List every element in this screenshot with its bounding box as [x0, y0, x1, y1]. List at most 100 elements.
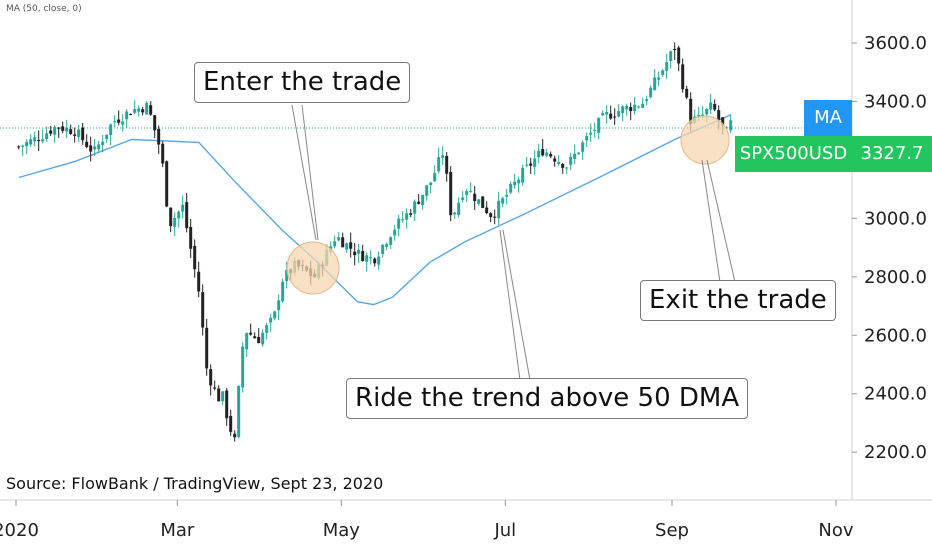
- candle-body: [665, 62, 669, 71]
- candle-body: [77, 129, 81, 137]
- candle-body: [713, 103, 717, 110]
- time-tick-label: Nov: [818, 520, 853, 541]
- candle-body: [69, 129, 73, 134]
- candle-body: [525, 164, 529, 166]
- exit-pointer-line-2: [706, 159, 736, 283]
- candle-body: [641, 103, 645, 108]
- candle-body: [561, 164, 565, 168]
- candle-body: [225, 390, 229, 419]
- candle-body: [521, 167, 525, 183]
- candle-body: [273, 311, 277, 319]
- candle-body: [613, 116, 617, 118]
- candle-body: [165, 161, 169, 207]
- candle-body: [493, 216, 497, 218]
- candle-body: [233, 433, 237, 438]
- candle-body: [193, 245, 197, 270]
- price-tick-label: 2600.0: [864, 325, 927, 346]
- candle-body: [477, 199, 481, 204]
- time-tick-label: Jul: [493, 520, 516, 541]
- source-caption: Source: FlowBank / TradingView, Sept 23,…: [6, 474, 384, 493]
- candle-body: [277, 300, 281, 311]
- candle-body: [513, 181, 517, 186]
- candle-body: [113, 121, 117, 123]
- candle-body: [469, 190, 473, 192]
- candle-body: [485, 207, 489, 214]
- candle-body: [197, 271, 201, 292]
- callout-pointers: [291, 104, 736, 381]
- candle-body: [401, 219, 405, 221]
- candle-body: [553, 158, 557, 162]
- candle-body: [37, 139, 41, 142]
- candle-body: [105, 134, 109, 140]
- candle-body: [53, 126, 57, 135]
- candle-body: [433, 173, 437, 182]
- candle-body: [245, 333, 249, 350]
- candle-body: [509, 183, 513, 193]
- candle-body: [669, 51, 673, 61]
- time-axis[interactable]: 2020 Mar May Jul Sep Nov: [0, 500, 854, 541]
- candle-body: [201, 292, 205, 328]
- candle-body: [85, 141, 89, 147]
- candle-body: [461, 197, 465, 200]
- candle-body: [133, 109, 137, 113]
- candle-body: [129, 114, 133, 116]
- candle-body: [657, 77, 661, 80]
- price-axis[interactable]: 2200.02400.02600.02800.03000.03200.03400…: [852, 33, 927, 463]
- candle-body: [373, 258, 377, 264]
- candle-body: [545, 152, 549, 156]
- candle-body: [389, 237, 393, 245]
- candlestick-layer: [17, 42, 733, 442]
- candle-body: [677, 47, 681, 64]
- candle-body: [97, 144, 101, 150]
- candle-body: [457, 202, 461, 216]
- ma-value-tag: MA: [804, 100, 852, 136]
- candle-body: [565, 167, 569, 169]
- candle-body: [281, 281, 285, 302]
- last-price-tag: 3327.7: [852, 136, 932, 172]
- candle-body: [341, 237, 345, 248]
- candle-body: [265, 325, 269, 333]
- candle-body: [377, 256, 381, 265]
- candle-body: [145, 102, 149, 115]
- candle-body: [629, 106, 633, 112]
- candle-body: [177, 211, 181, 219]
- candle-body: [581, 142, 585, 152]
- candle-body: [101, 141, 105, 145]
- candle-body: [429, 182, 433, 186]
- candle-body: [533, 158, 537, 167]
- candle-body: [601, 113, 605, 116]
- candle-body: [269, 317, 273, 323]
- candle-body: [661, 70, 665, 75]
- candle-body: [241, 346, 245, 388]
- candle-body: [185, 202, 189, 229]
- candle-body: [573, 153, 577, 159]
- candle-body: [357, 249, 361, 254]
- candle-body: [473, 193, 477, 202]
- candle-body: [45, 133, 49, 139]
- candle-body: [89, 145, 93, 152]
- candle-body: [61, 126, 65, 131]
- candle-body: [81, 127, 85, 141]
- candle-body: [33, 137, 37, 142]
- indicator-legend[interactable]: MA (50, close, 0): [6, 4, 82, 14]
- candle-body: [73, 134, 77, 136]
- candle-body: [481, 196, 485, 208]
- candle-body: [501, 198, 505, 204]
- candle-body: [385, 243, 389, 247]
- candle-body: [681, 64, 685, 90]
- candle-body: [181, 204, 185, 212]
- price-tick-label: 3000.0: [864, 208, 927, 229]
- enter-trade-callout: Enter the trade: [194, 62, 411, 104]
- candle-body: [709, 102, 713, 110]
- candle-body: [649, 87, 653, 98]
- candle-body: [717, 110, 721, 120]
- candle-body: [41, 139, 45, 142]
- enter-pointer-line-2: [301, 104, 319, 241]
- candle-body: [189, 227, 193, 249]
- candle-body: [381, 244, 385, 254]
- candle-body: [345, 243, 349, 250]
- candle-body: [237, 385, 241, 437]
- candle-body: [49, 130, 53, 134]
- candle-body: [569, 156, 573, 165]
